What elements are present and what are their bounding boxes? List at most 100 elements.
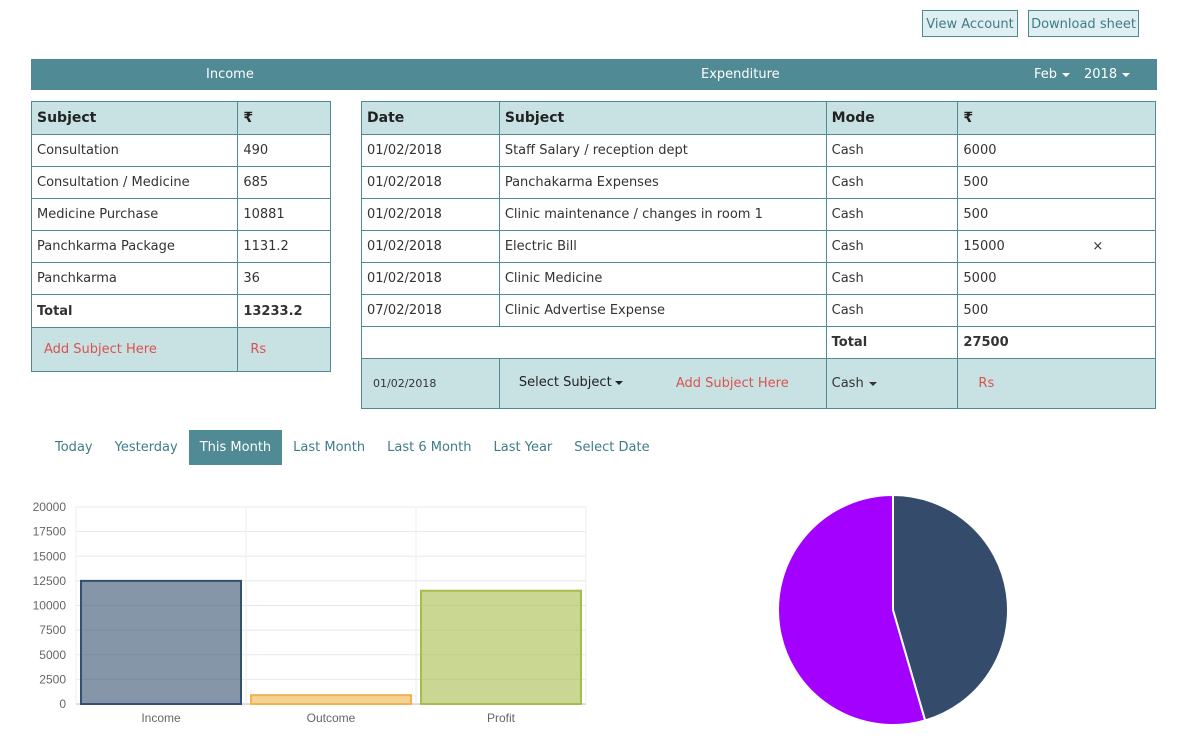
income-table: Subject ₹ Consultation 490 Consultation /… [30, 101, 331, 372]
mode-dropdown[interactable]: Cash [825, 358, 959, 409]
exp-amount: 6000 [957, 134, 1156, 167]
income-add-row: Add Subject Here Rs [30, 327, 331, 372]
income-subject: Medicine Purchase [30, 198, 239, 231]
tab-last-6-month[interactable]: Last 6 Month [387, 440, 472, 455]
income-amount: 685 [237, 166, 331, 199]
top-header-bar: Income Expenditure Feb 2018 [31, 59, 1157, 90]
income-total-row: Total 13233.2 [30, 294, 331, 328]
year-value: 2018 [1084, 67, 1118, 82]
month-dropdown[interactable]: Feb [1034, 59, 1071, 90]
y-tick-label: 15000 [33, 549, 67, 563]
table-row: Medicine Purchase 10881 [30, 198, 331, 231]
income-header-subject: Subject [30, 101, 239, 135]
income-heading: Income [206, 67, 254, 82]
tab-yesterday[interactable]: Yesterday [114, 440, 178, 455]
y-tick-label: 7500 [39, 623, 66, 637]
table-row: 01/02/2018 Staff Salary / reception dept C… [361, 134, 1156, 167]
exp-date: 01/02/2018 [361, 230, 500, 263]
y-tick-label: 0 [59, 697, 66, 711]
exp-subject: Clinic Medicine [498, 262, 827, 295]
exp-amount: 15000 [963, 239, 1005, 254]
exp-date-input[interactable]: 01/02/2018 [361, 358, 500, 409]
pie-slice-1[interactable] [892, 493, 1009, 722]
exp-total-row: Total 27500 [361, 326, 1156, 359]
caret-down-icon [1122, 72, 1131, 77]
table-row: 01/02/2018 Clinic Medicine Cash 5000 [361, 262, 1156, 295]
tab-last-month[interactable]: Last Month [293, 440, 366, 455]
expenditure-table: Date Subject Mode ₹ 01/02/2018 Staff Sala… [361, 101, 1156, 409]
exp-amount: 5000 [957, 262, 1156, 295]
download-sheet-button[interactable]: Download sheet [1028, 10, 1139, 37]
bar-chart: 0 2500 5000 7500 10000 12500 15000 17500 20000 In… [33, 500, 587, 725]
month-value: Feb [1034, 67, 1058, 82]
table-row: Panchkarma Package 1131.2 [30, 230, 331, 263]
table-row: Consultation / Medicine 685 [30, 166, 331, 199]
caret-down-icon [868, 381, 877, 386]
pie-slice-2[interactable] [777, 493, 927, 726]
y-tick-label: 12500 [33, 574, 67, 588]
bar-income[interactable] [80, 579, 242, 705]
y-tick-label: 5000 [39, 648, 66, 662]
mode-value: Cash [831, 376, 864, 391]
income-total-label: Total [30, 294, 239, 328]
exp-mode: Cash [825, 230, 959, 263]
table-row: 01/02/2018 Clinic maintenance / changes i… [361, 198, 1156, 231]
table-row: Panchkarma 36 [30, 262, 331, 295]
exp-date: 07/02/2018 [361, 294, 500, 327]
table-row: 01/02/2018 Electric Bill Cash 15000 × [361, 230, 1156, 263]
exp-date: 01/02/2018 [361, 134, 500, 167]
exp-total-spacer [361, 326, 827, 359]
expenditure-heading: Expenditure [701, 67, 780, 82]
select-subject-dropdown[interactable]: Select Subject [519, 375, 623, 390]
exp-amount: 500 [957, 198, 1156, 231]
x-tick-label: Income [141, 711, 181, 725]
x-tick-label: Profit [487, 711, 516, 725]
income-header-rupee: ₹ [237, 101, 331, 135]
income-subject: Panchkarma Package [30, 230, 239, 263]
tab-last-year[interactable]: Last Year [493, 440, 553, 455]
income-subject: Consultation [30, 134, 239, 167]
table-row: Consultation 490 [30, 134, 331, 167]
year-dropdown[interactable]: 2018 [1084, 59, 1131, 90]
y-tick-label: 20000 [33, 500, 67, 514]
income-subject: Consultation / Medicine [30, 166, 239, 199]
bar-profit[interactable] [420, 589, 582, 705]
exp-subject-cell: Select Subject Add Subject Here [498, 358, 827, 409]
tab-today[interactable]: Today [55, 440, 93, 455]
exp-total-label: Total [825, 326, 959, 359]
y-tick-label: 17500 [33, 525, 67, 539]
exp-amount-input[interactable]: Rs [957, 358, 1156, 409]
exp-subject: Staff Salary / reception dept [498, 134, 827, 167]
exp-mode: Cash [825, 262, 959, 295]
table-row: 01/02/2018 Panchakarma Expenses Cash 500 [361, 166, 1156, 199]
exp-subject: Clinic maintenance / changes in room 1 [498, 198, 827, 231]
exp-mode: Cash [825, 166, 959, 199]
close-icon[interactable]: × [1092, 239, 1104, 254]
view-account-button[interactable]: View Account [922, 10, 1018, 37]
exp-amount-cell: 15000 × [957, 230, 1156, 263]
tab-select-date[interactable]: Select Date [574, 440, 650, 455]
income-amount: 36 [237, 262, 331, 295]
pie-chart [777, 493, 1009, 726]
exp-subject: Panchakarma Expenses [498, 166, 827, 199]
exp-date: 01/02/2018 [361, 166, 500, 199]
exp-total-value: 27500 [957, 326, 1156, 359]
exp-amount: 500 [957, 166, 1156, 199]
exp-header-mode: Mode [825, 101, 959, 135]
y-tick-label: 2500 [39, 672, 66, 686]
exp-header-date: Date [361, 101, 500, 135]
date-filter-tabs: Today Yesterday This Month Last Month Last 6… [44, 430, 661, 465]
exp-header-rupee: ₹ [957, 101, 1156, 135]
y-tick-label: 10000 [33, 599, 67, 613]
exp-add-row: 01/02/2018 Select Subject Add Subject He… [361, 358, 1156, 409]
exp-add-subject-input[interactable]: Add Subject Here [675, 376, 789, 391]
income-amount-input[interactable]: Rs [237, 327, 331, 372]
tab-this-month[interactable]: This Month [188, 430, 283, 465]
income-amount: 10881 [237, 198, 331, 231]
exp-date: 01/02/2018 [361, 198, 500, 231]
income-total-value: 13233.2 [237, 294, 331, 328]
income-amount: 490 [237, 134, 331, 167]
income-add-subject-input[interactable]: Add Subject Here [30, 327, 239, 372]
bar-outcome[interactable] [250, 694, 412, 705]
exp-mode: Cash [825, 294, 959, 327]
